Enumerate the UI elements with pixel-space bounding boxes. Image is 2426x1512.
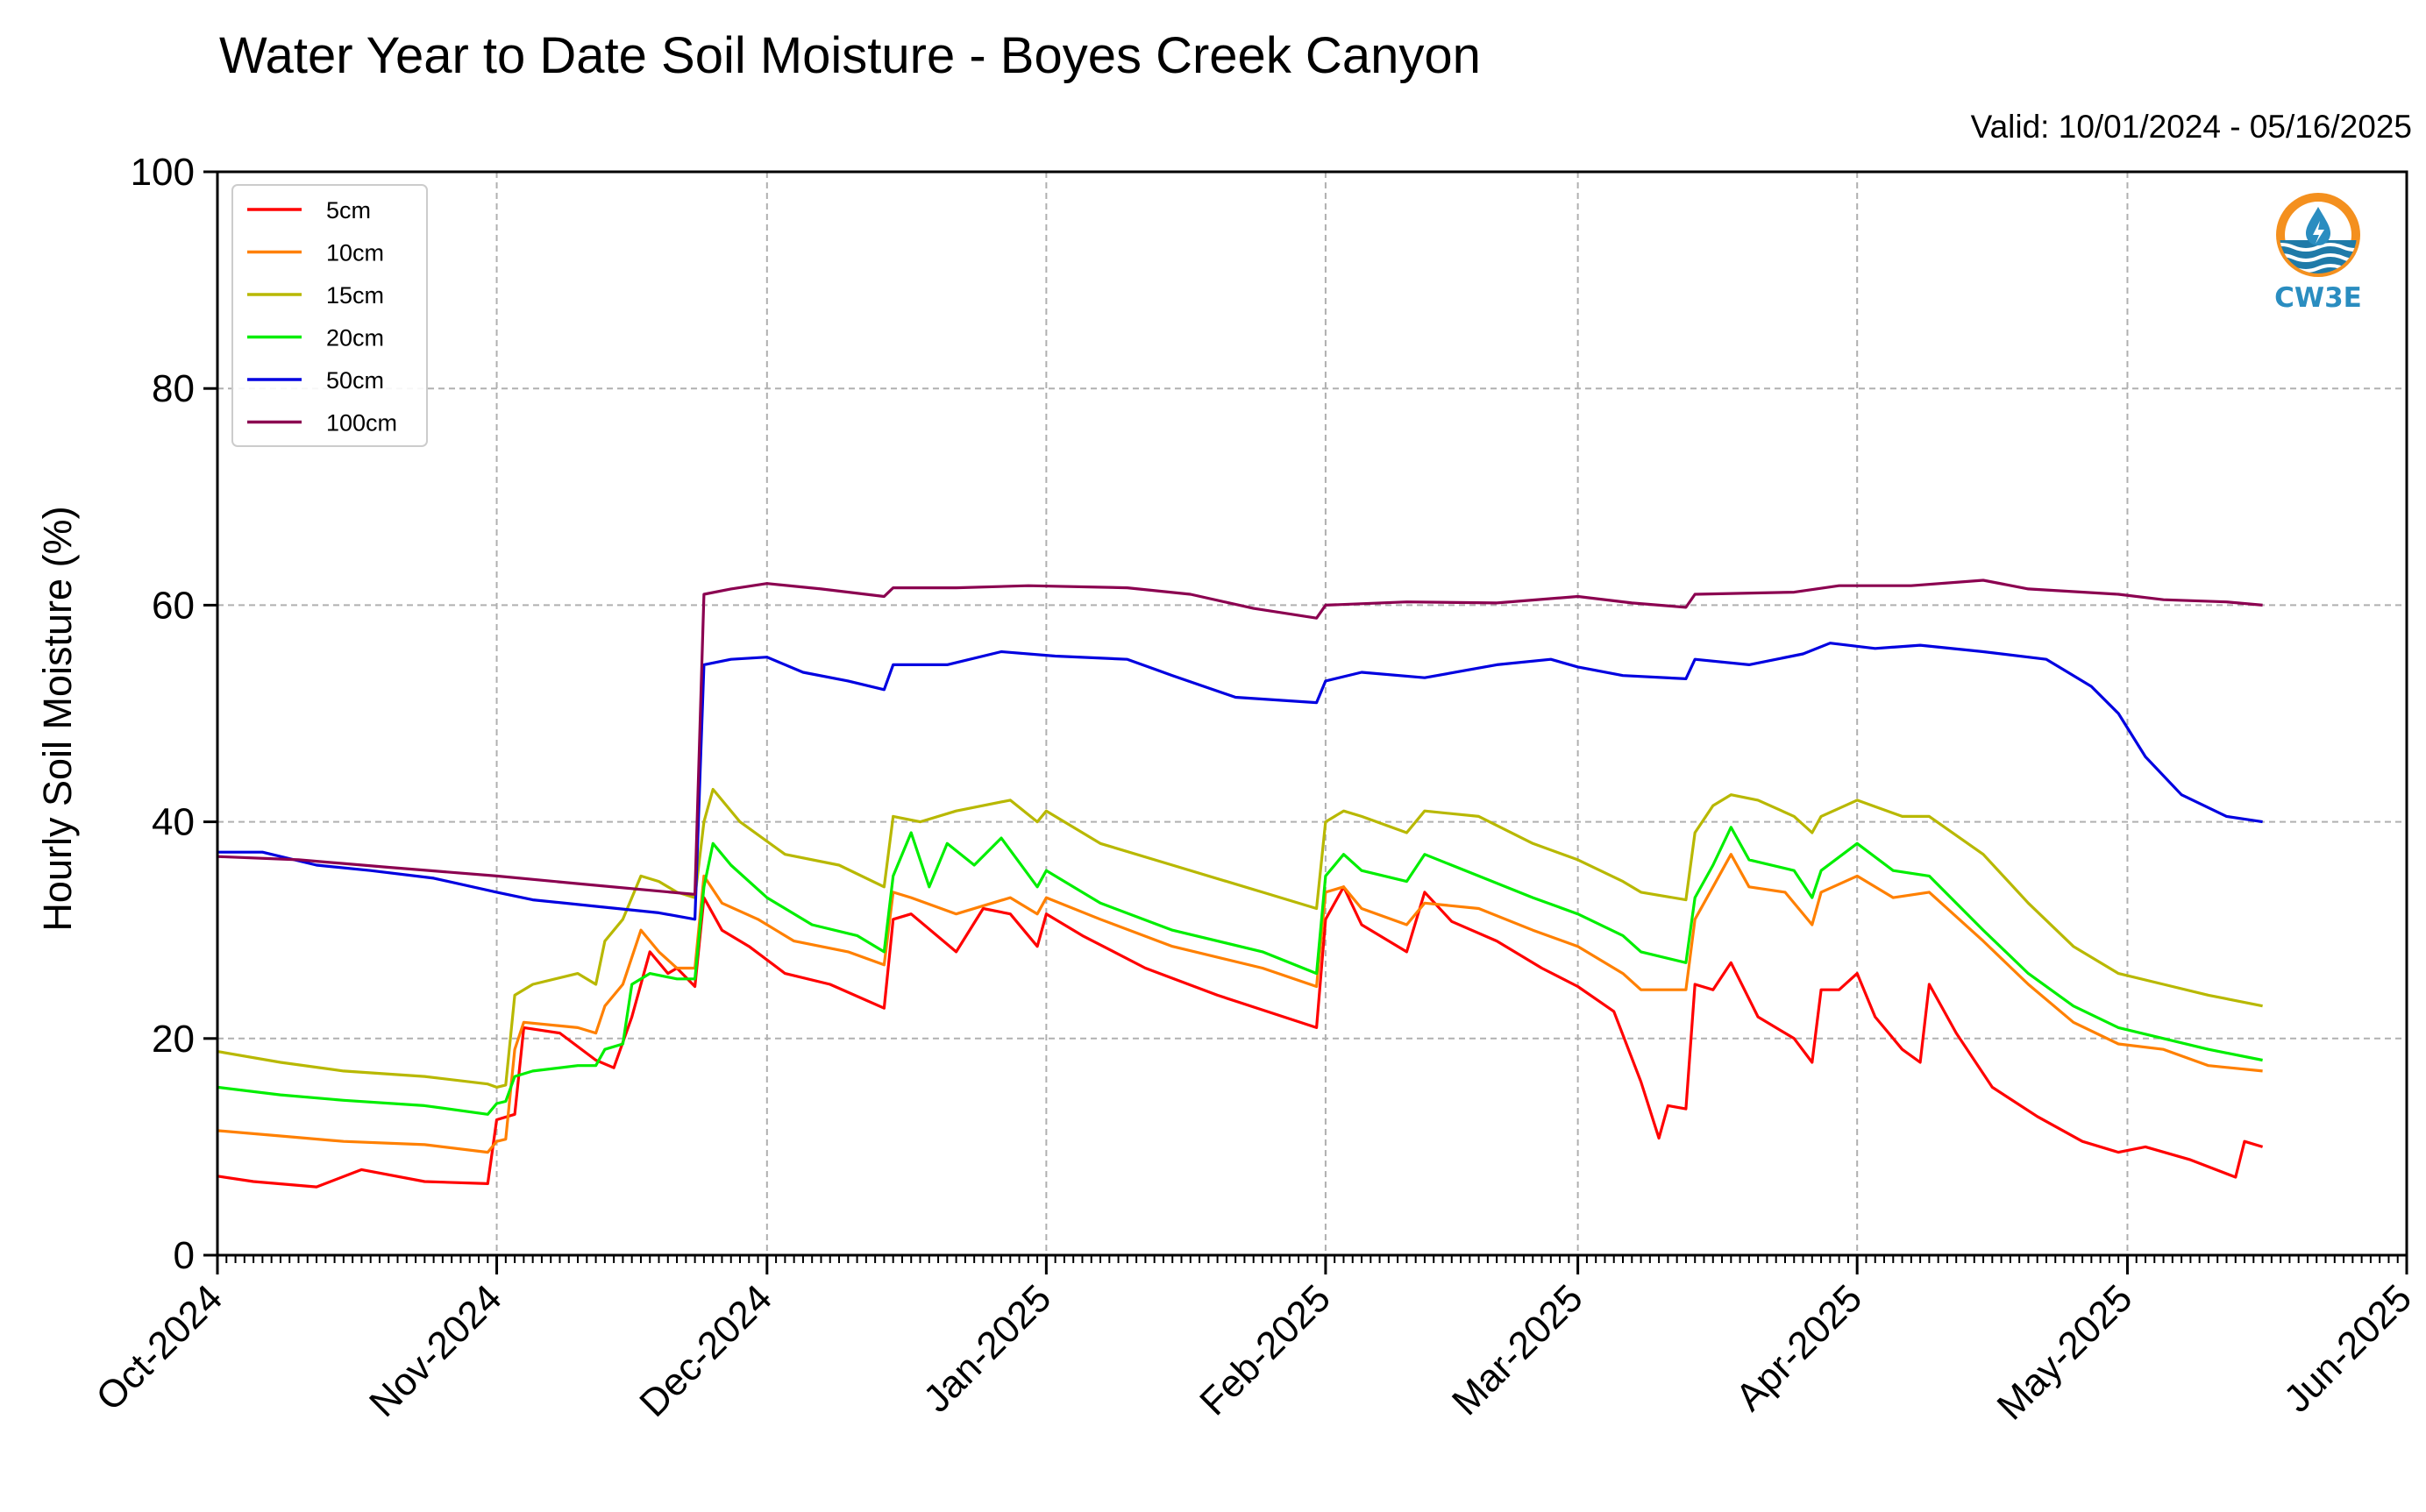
x-tick-label: Apr-2025 xyxy=(1728,1276,1871,1419)
legend: 5cm 10cm 15cm 20cm 50cm 100cm xyxy=(231,184,428,447)
x-tick-label: Jun-2025 xyxy=(2276,1276,2420,1420)
x-tick-label: May-2025 xyxy=(1989,1276,2141,1428)
y-tick-label: 100 xyxy=(131,151,195,194)
legend-label-15cm: 15cm xyxy=(326,282,384,309)
series-line-20cm xyxy=(217,826,2263,1116)
legend-label-50cm: 50cm xyxy=(326,367,384,394)
x-tick-label: Mar-2025 xyxy=(1444,1276,1591,1423)
plot-frame xyxy=(216,170,2408,1257)
series-line-100cm xyxy=(217,579,2263,896)
cw3e-logo-text: CW3E xyxy=(2274,282,2362,314)
y-tick-label: 40 xyxy=(152,801,195,844)
series-line-10cm xyxy=(217,853,2263,1154)
cw3e-logo xyxy=(2269,186,2367,317)
y-tick-label: 80 xyxy=(152,367,195,410)
x-tick-label: Nov-2024 xyxy=(361,1276,510,1425)
chart-title: Water Year to Date Soil Moisture - Boyes… xyxy=(219,27,1481,84)
x-tick-label: Jan-2025 xyxy=(915,1276,1059,1420)
series-line-5cm xyxy=(217,885,2264,1189)
cw3e-logo-icon xyxy=(2276,193,2360,277)
y-tick-label: 0 xyxy=(174,1234,195,1277)
y-tick-label: 60 xyxy=(152,584,195,627)
valid-date-range: Valid: 10/01/2024 - 05/16/2025 xyxy=(1970,109,2412,145)
series-line-15cm xyxy=(217,787,2263,1089)
x-tick-label: Dec-2024 xyxy=(631,1276,780,1425)
x-tick-label: Oct-2024 xyxy=(88,1276,231,1419)
x-tick-label: Feb-2025 xyxy=(1192,1276,1339,1423)
legend-label-5cm: 5cm xyxy=(326,197,371,224)
y-tick-label: 20 xyxy=(152,1018,195,1061)
legend-label-20cm: 20cm xyxy=(326,325,384,351)
series-line-50cm xyxy=(217,642,2263,921)
legend-label-10cm: 10cm xyxy=(326,240,384,266)
legend-box xyxy=(231,184,428,447)
legend-label-100cm: 100cm xyxy=(326,410,397,437)
